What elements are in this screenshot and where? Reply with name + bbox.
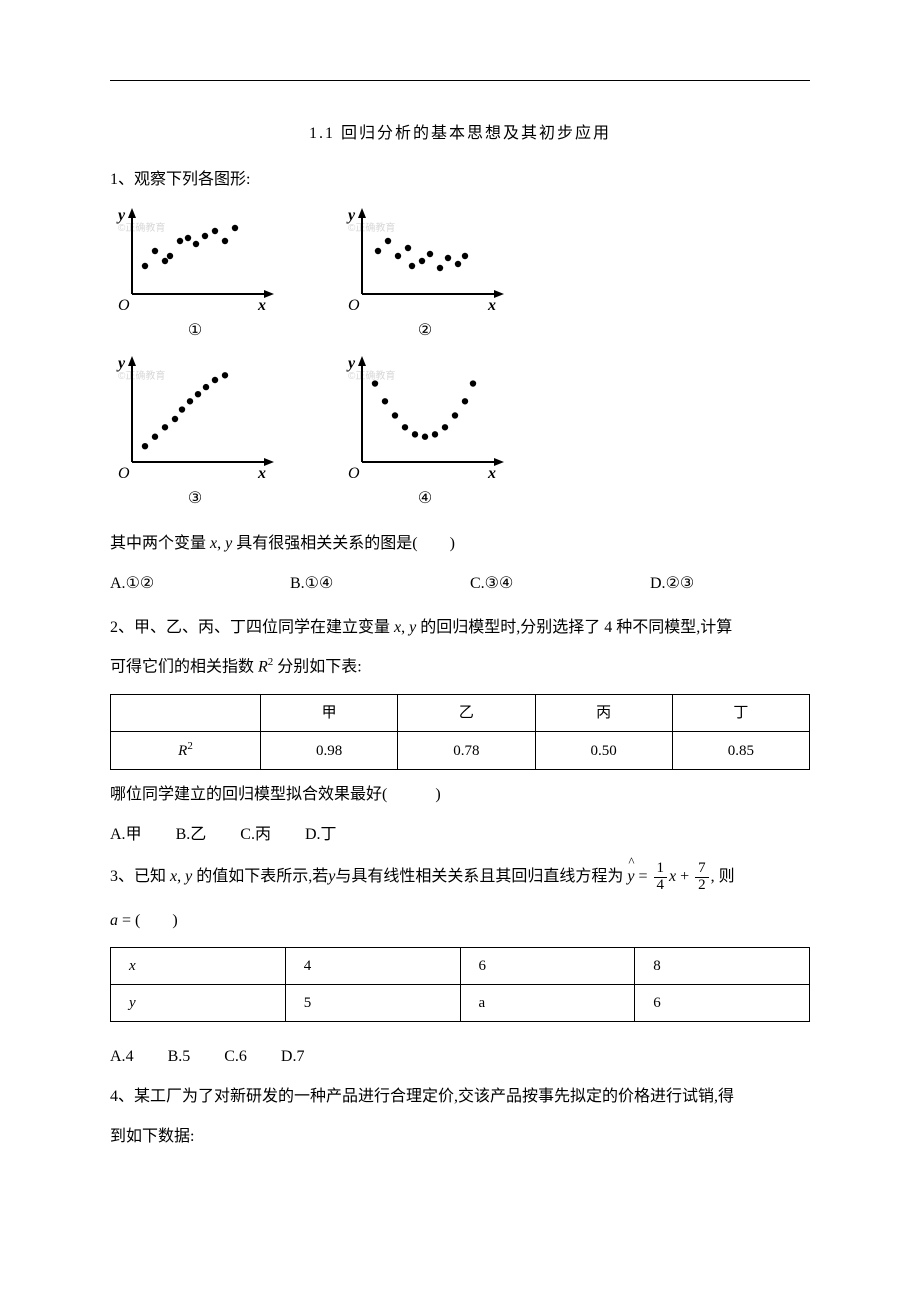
q1-chart-3-label: ③	[110, 486, 280, 512]
q2-table: 甲 乙 丙 丁 R2 0.98 0.78 0.50 0.85	[110, 694, 810, 770]
q2-table-v2: 0.50	[535, 732, 672, 770]
table-row: 甲 乙 丙 丁	[111, 695, 810, 732]
q2-line2: 可得它们的相关指数 R2 分别如下表:	[110, 654, 810, 680]
scatter-plot-2: ©正确教育yxO	[340, 206, 510, 316]
q2-table-rowlabel: R2	[111, 732, 261, 770]
q3-option-b: B.5	[168, 1048, 191, 1065]
q3-line1: 3、已知 x, y 的值如下表所示,若y与具有线性相关关系且其回归直线方程为 y…	[110, 861, 810, 894]
q2-table-h1: 甲	[261, 695, 398, 732]
q3-table-r0c1: 4	[285, 948, 460, 985]
table-row: R2 0.98 0.78 0.50 0.85	[111, 732, 810, 770]
q3-option-d: D.7	[281, 1048, 305, 1065]
q1-option-d: D.②③	[650, 571, 790, 597]
q1-option-b: B.①④	[290, 571, 470, 597]
fraction-1: 14	[654, 861, 668, 894]
q2-table-h2: 乙	[398, 695, 535, 732]
svg-text:y: y	[346, 207, 356, 224]
q2-option-c: C.丙	[240, 826, 271, 843]
table-row: y 5 a 6	[111, 985, 810, 1022]
svg-text:O: O	[348, 297, 360, 314]
q2-options: A.甲 B.乙 C.丙 D.丁	[110, 822, 810, 848]
q1-charts-row-2: ©正确教育yxO ③ ©正确教育yxO ④	[110, 354, 810, 512]
q3-option-c: C.6	[224, 1048, 247, 1065]
q2-option-b: B.乙	[176, 826, 207, 843]
page-title: 1.1 回归分析的基本思想及其初步应用	[110, 121, 810, 147]
q1-charts-row-1: ©正确教育yxO ① ©正确教育yxO ②	[110, 206, 810, 344]
q3-table-r1c1: 5	[285, 985, 460, 1022]
q4-line2: 到如下数据:	[110, 1124, 810, 1150]
q1-chart-2-label: ②	[340, 318, 510, 344]
q1-options: A.①② B.①④ C.③④ D.②③	[110, 571, 810, 597]
q2-question: 哪位同学建立的回归模型拟合效果最好( )	[110, 782, 810, 808]
q2-table-v3: 0.85	[672, 732, 809, 770]
q3-table-r0c2: 6	[460, 948, 635, 985]
svg-text:x: x	[257, 465, 266, 482]
q3-table-r0c0: x	[111, 948, 286, 985]
scatter-plot-4: ©正确教育yxO	[340, 354, 510, 484]
svg-text:O: O	[118, 465, 130, 482]
y-hat-symbol: y	[627, 861, 634, 893]
q1-chart-4-label: ④	[340, 486, 510, 512]
svg-text:x: x	[257, 297, 266, 314]
q3-table-r1c3: 6	[635, 985, 810, 1022]
q2-table-v1: 0.78	[398, 732, 535, 770]
svg-text:O: O	[118, 297, 130, 314]
q1-chart-2: ©正确教育yxO ②	[340, 206, 510, 344]
q3-option-a: A.4	[110, 1048, 134, 1065]
top-divider	[110, 80, 810, 81]
q2-option-d: D.丁	[305, 826, 337, 843]
q3-table-r1c2: a	[460, 985, 635, 1022]
svg-text:x: x	[487, 465, 496, 482]
q1-chart-1: ©正确教育yxO ①	[110, 206, 280, 344]
q3-options: A.4 B.5 C.6 D.7	[110, 1044, 810, 1070]
q2-line1: 2、甲、乙、丙、丁四位同学在建立变量 x, y 的回归模型时,分别选择了 4 种…	[110, 615, 810, 641]
q1-chart-3: ©正确教育yxO ③	[110, 354, 280, 512]
q3-table-r1c0: y	[111, 985, 286, 1022]
svg-text:y: y	[116, 355, 126, 372]
svg-text:y: y	[346, 355, 356, 372]
q2-option-a: A.甲	[110, 826, 142, 843]
q4-line1: 4、某工厂为了对新研发的一种产品进行合理定价,交该产品按事先拟定的价格进行试销,…	[110, 1084, 810, 1110]
q2-table-h3: 丙	[535, 695, 672, 732]
q2-table-h0	[111, 695, 261, 732]
fraction-2: 72	[695, 861, 709, 894]
svg-text:x: x	[487, 297, 496, 314]
q1-option-c: C.③④	[470, 571, 650, 597]
q1-question-text: 其中两个变量 x, y 具有很强相关关系的图是( )	[110, 535, 455, 552]
q2-table-v0: 0.98	[261, 732, 398, 770]
scatter-plot-1: ©正确教育yxO	[110, 206, 280, 316]
q1-chart-1-label: ①	[110, 318, 280, 344]
scatter-plot-3: ©正确教育yxO	[110, 354, 280, 484]
q1-option-a: A.①②	[110, 571, 290, 597]
q1-chart-4: ©正确教育yxO ④	[340, 354, 510, 512]
q3-table: x 4 6 8 y 5 a 6	[110, 947, 810, 1022]
table-row: x 4 6 8	[111, 948, 810, 985]
svg-text:O: O	[348, 465, 360, 482]
q1-prompt: 1、观察下列各图形:	[110, 167, 810, 193]
q3-table-r0c3: 8	[635, 948, 810, 985]
q2-table-h4: 丁	[672, 695, 809, 732]
q1-question: 其中两个变量 x, y 具有很强相关关系的图是( )	[110, 531, 810, 557]
svg-text:y: y	[116, 207, 126, 224]
q3-line2: a = ( )	[110, 908, 810, 934]
